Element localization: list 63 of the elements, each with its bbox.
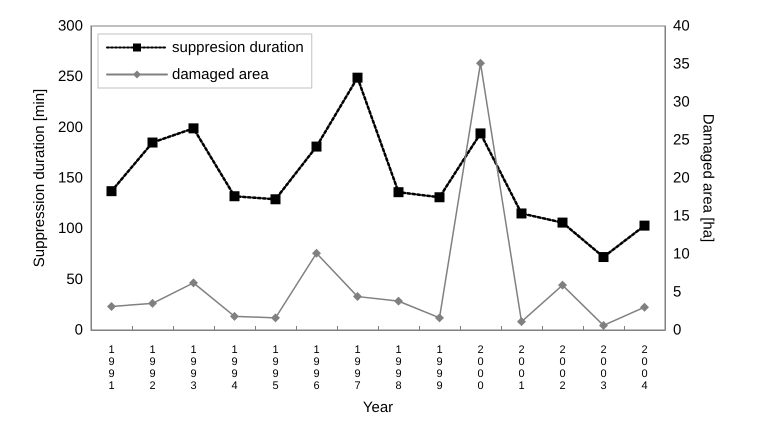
point bbox=[189, 278, 198, 288]
point bbox=[271, 313, 280, 322]
point bbox=[107, 302, 116, 311]
y2-axis-title: Damaged area [ha] bbox=[700, 114, 717, 242]
x-tick-label: 1994 bbox=[231, 344, 238, 392]
point bbox=[148, 298, 157, 308]
point bbox=[270, 194, 280, 204]
y2-tick-label: 10 bbox=[673, 246, 690, 262]
point bbox=[517, 317, 526, 326]
x-tick-label: 1991 bbox=[108, 344, 115, 392]
point bbox=[476, 128, 486, 138]
point bbox=[106, 186, 116, 196]
point bbox=[353, 292, 362, 302]
x-tick-label: 1993 bbox=[190, 344, 197, 392]
point bbox=[598, 252, 608, 262]
y2-tick-label: 20 bbox=[673, 170, 690, 186]
x-tick-label: 1995 bbox=[272, 344, 279, 392]
x-tick-label: 1996 bbox=[313, 344, 320, 392]
point bbox=[312, 248, 321, 258]
y2-tick-label: 40 bbox=[673, 18, 690, 34]
point bbox=[599, 320, 608, 330]
y-tick-label: 200 bbox=[58, 118, 83, 136]
y-tick-label: 250 bbox=[58, 68, 83, 86]
x-tick-label: 2002 bbox=[559, 344, 566, 392]
y2-tick-label: 25 bbox=[673, 132, 690, 148]
point bbox=[434, 192, 444, 202]
y2-tick-label: 15 bbox=[673, 208, 690, 224]
point bbox=[230, 191, 240, 202]
point bbox=[558, 218, 568, 228]
y-tick-label: 100 bbox=[58, 220, 83, 238]
y-tick-label: 0 bbox=[74, 322, 83, 338]
x-tick-label: 2003 bbox=[600, 344, 607, 392]
point bbox=[394, 187, 404, 198]
y-axis-title: Suppression duration [min] bbox=[31, 88, 48, 268]
y-tick-label: 50 bbox=[66, 270, 83, 288]
y2-tick-label: 30 bbox=[673, 94, 690, 110]
y2-tick-label: 0 bbox=[673, 322, 682, 338]
point bbox=[352, 72, 362, 83]
x-axis-title: Year bbox=[362, 399, 394, 416]
x-tick-label: 1992 bbox=[149, 344, 156, 392]
x-tick-label: 1999 bbox=[436, 344, 443, 392]
point bbox=[394, 296, 403, 306]
x-tick-label: 2000 bbox=[477, 344, 484, 392]
legend-label: suppresion duration bbox=[172, 39, 304, 56]
point bbox=[558, 280, 567, 290]
y2-tick-label: 5 bbox=[673, 284, 682, 300]
x-tick-label: 1997 bbox=[354, 344, 361, 392]
point bbox=[148, 138, 158, 148]
point bbox=[476, 58, 485, 68]
x-tick-label: 1998 bbox=[395, 344, 402, 392]
point bbox=[516, 208, 526, 218]
point bbox=[312, 142, 322, 152]
point bbox=[435, 313, 444, 322]
point bbox=[230, 312, 239, 321]
x-tick-label: 2004 bbox=[641, 344, 648, 392]
point bbox=[188, 123, 198, 134]
point bbox=[640, 220, 650, 231]
point bbox=[640, 302, 649, 312]
legend-label: damaged area bbox=[172, 66, 270, 83]
y2-tick-label: 35 bbox=[673, 56, 690, 72]
y-tick-label: 300 bbox=[58, 18, 83, 34]
y-tick-label: 150 bbox=[58, 170, 83, 186]
x-tick-label: 2001 bbox=[518, 344, 525, 392]
